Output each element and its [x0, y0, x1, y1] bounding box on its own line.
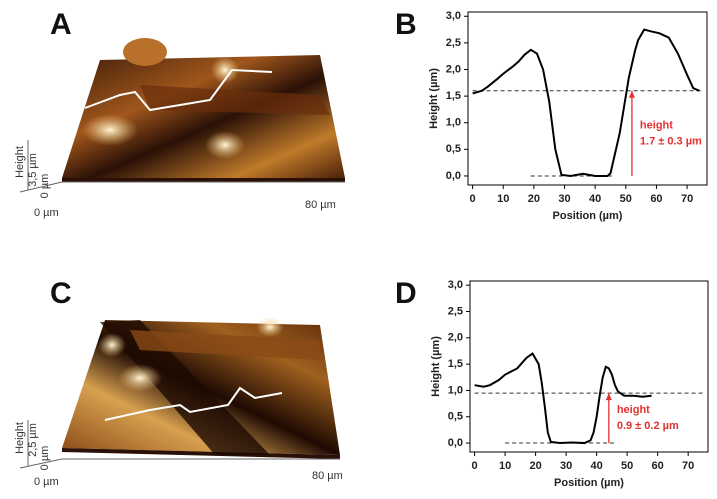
y-tick-label: 2,5 — [446, 37, 461, 49]
y-tick-label: 2,0 — [446, 63, 461, 75]
x-tick-label: 30 — [560, 460, 572, 472]
y-tick-label: 1,0 — [446, 117, 461, 129]
z-min: 0 µm — [39, 174, 51, 199]
y-tick-label: 2,5 — [448, 305, 463, 317]
x-tick-label: 70 — [682, 460, 694, 472]
panel-letter: C — [50, 277, 72, 310]
y-tick-label: 3,0 — [446, 10, 461, 22]
plot-frame — [467, 11, 708, 186]
x-start: 0 µm — [34, 476, 59, 488]
y-axis-label: Height (µm) — [430, 336, 442, 397]
z-axis: Height — [14, 422, 26, 454]
y-tick-label: 2,0 — [448, 332, 463, 344]
arrow-head — [628, 90, 635, 98]
x-tick-label: 10 — [499, 460, 511, 472]
x-tick-label: 20 — [528, 193, 540, 205]
x-start: 0 µm — [34, 207, 59, 219]
x-axis-label: Position (µm) — [554, 477, 624, 489]
y-tick-label: 1,5 — [448, 358, 463, 370]
x-tick-label: 0 — [470, 193, 476, 205]
x-tick-label: 50 — [620, 193, 632, 205]
x-axis-label: Position (µm) — [553, 210, 623, 222]
profile-line — [472, 28, 700, 177]
x-end: 80 µm — [305, 199, 336, 211]
panel-letter: B — [395, 8, 417, 41]
annotation: 0.9 ± 0.2 µm — [617, 420, 679, 432]
annotation: height — [640, 119, 673, 131]
z-max: 3,5 µm — [27, 153, 39, 187]
annotation: height — [617, 404, 650, 416]
y-tick-label: 0,5 — [448, 411, 463, 423]
x-tick-label: 20 — [529, 460, 541, 472]
y-tick-label: 1,5 — [446, 90, 461, 102]
x-end: 80 µm — [312, 470, 343, 482]
x-tick-label: 50 — [621, 460, 633, 472]
z-max: 2,5 µm — [27, 423, 39, 457]
x-tick-label: 40 — [589, 193, 601, 205]
x-tick-label: 60 — [652, 460, 664, 472]
x-tick-label: 30 — [558, 193, 570, 205]
arrow-head — [605, 393, 612, 401]
x-tick-label: 70 — [681, 193, 693, 205]
afm-image-c — [19, 317, 340, 469]
y-tick-label: 1,0 — [448, 384, 463, 396]
y-tick-label: 0,0 — [448, 437, 463, 449]
x-tick-label: 10 — [497, 193, 509, 205]
plot-frame — [469, 280, 709, 453]
y-axis-label: Height (µm) — [428, 68, 440, 129]
y-tick-label: 0,5 — [446, 143, 461, 155]
annotation: 1.7 ± 0.3 µm — [640, 135, 702, 147]
y-tick-label: 0,0 — [446, 170, 461, 182]
afm-image-a — [19, 38, 345, 193]
profile-line — [474, 352, 652, 445]
x-tick-label: 0 — [472, 460, 478, 472]
x-tick-label: 60 — [650, 193, 662, 205]
afm-labels: A 0 µm 80 µm 3,5 µm 0 µm Height C 0 µm 8… — [14, 8, 343, 488]
panel-letter: D — [395, 277, 417, 310]
z-axis: Height — [14, 146, 26, 178]
z-min: 0 µm — [39, 446, 51, 471]
y-tick-label: 3,0 — [448, 279, 463, 291]
panel-letter: A — [50, 8, 72, 41]
x-tick-label: 40 — [591, 460, 603, 472]
